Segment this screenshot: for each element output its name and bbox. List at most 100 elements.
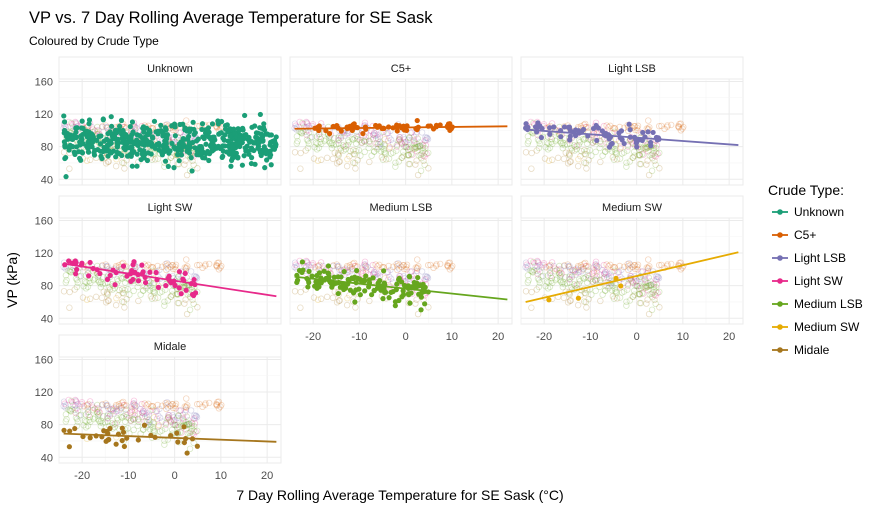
background-point: [412, 144, 420, 152]
data-point: [335, 290, 341, 297]
background-point: [128, 403, 135, 410]
background-point: [557, 139, 565, 147]
background-point: [600, 261, 608, 269]
background-point: [425, 149, 432, 157]
background-point: [418, 129, 426, 136]
background-point: [301, 123, 308, 131]
background-point: [611, 263, 618, 271]
background-point: [94, 416, 102, 423]
background-point: [566, 279, 573, 286]
background-point: [354, 156, 361, 164]
background-point: [339, 142, 347, 149]
data-point: [590, 125, 597, 132]
background-point: [585, 272, 593, 280]
data-point: [144, 157, 151, 164]
background-point: [580, 275, 588, 282]
background-point: [93, 408, 101, 416]
background-point: [425, 165, 432, 172]
background-point: [84, 283, 92, 291]
background-point: [601, 287, 609, 294]
background-point: [314, 140, 321, 147]
background-point: [165, 414, 172, 421]
data-point: [245, 148, 251, 154]
background-point: [610, 295, 618, 302]
background-point: [524, 133, 532, 140]
background-point: [158, 263, 166, 271]
background-point: [372, 144, 379, 151]
data-point: [523, 121, 529, 127]
background-point: [97, 417, 105, 425]
background-point: [597, 158, 604, 166]
data-point: [235, 126, 241, 132]
background-point: [298, 130, 306, 137]
background-point: [583, 140, 591, 147]
background-point: [360, 137, 368, 145]
data-point: [74, 125, 80, 131]
data-point: [134, 163, 140, 169]
background-point: [168, 426, 176, 434]
data-point: [648, 139, 654, 146]
background-point: [354, 295, 361, 303]
background-point: [84, 405, 91, 412]
data-point: [135, 278, 142, 284]
background-point: [644, 283, 651, 290]
data-point: [162, 158, 169, 164]
background-point: [349, 136, 357, 143]
x-tick-label: 10: [677, 331, 689, 343]
data-point: [256, 140, 262, 146]
background-point: [647, 282, 654, 289]
background-point: [675, 123, 683, 131]
facet-panel-light-lsb: Light LSB: [520, 56, 744, 186]
background-point: [310, 294, 318, 301]
y-tick-label: 160: [35, 354, 53, 366]
background-point: [650, 286, 658, 294]
background-point: [73, 276, 81, 284]
background-point: [129, 400, 137, 407]
background-point: [297, 304, 304, 311]
background-point: [323, 293, 331, 301]
background-point: [165, 261, 172, 268]
data-point: [226, 138, 232, 145]
data-point: [594, 137, 600, 144]
data-point: [209, 145, 215, 151]
legend-key-point: [777, 278, 783, 284]
data-point: [86, 117, 93, 123]
background-point: [150, 279, 157, 287]
background-point: [171, 417, 178, 425]
background-point: [563, 279, 571, 287]
background-point: [374, 270, 381, 277]
background-point: [107, 411, 114, 418]
background-point: [638, 284, 645, 292]
data-point: [115, 136, 121, 142]
data-point: [186, 129, 193, 135]
background-point: [181, 300, 188, 307]
background-point: [62, 411, 70, 418]
background-point: [131, 401, 138, 409]
background-point: [199, 403, 206, 411]
background-point: [72, 398, 80, 405]
background-point: [636, 290, 643, 298]
background-point: [634, 266, 641, 273]
background-point: [119, 285, 126, 293]
background-point: [112, 262, 120, 270]
data-point: [158, 122, 164, 128]
data-point: [121, 130, 127, 136]
background-point: [156, 266, 163, 274]
background-point: [396, 261, 403, 268]
background-point: [381, 142, 388, 149]
background-point: [343, 162, 351, 170]
background-point: [566, 275, 573, 283]
background-point: [422, 134, 429, 141]
legend-key-point: [777, 209, 783, 215]
data-point: [273, 134, 279, 140]
background-point: [350, 150, 357, 158]
y-tick-label: 40: [41, 313, 53, 325]
data-point: [247, 139, 253, 145]
background-point: [112, 408, 120, 415]
background-point: [617, 143, 624, 151]
background-point: [629, 293, 637, 300]
background-point: [76, 412, 83, 419]
data-point: [145, 150, 151, 156]
background-point: [590, 267, 597, 274]
data-point: [67, 428, 73, 434]
